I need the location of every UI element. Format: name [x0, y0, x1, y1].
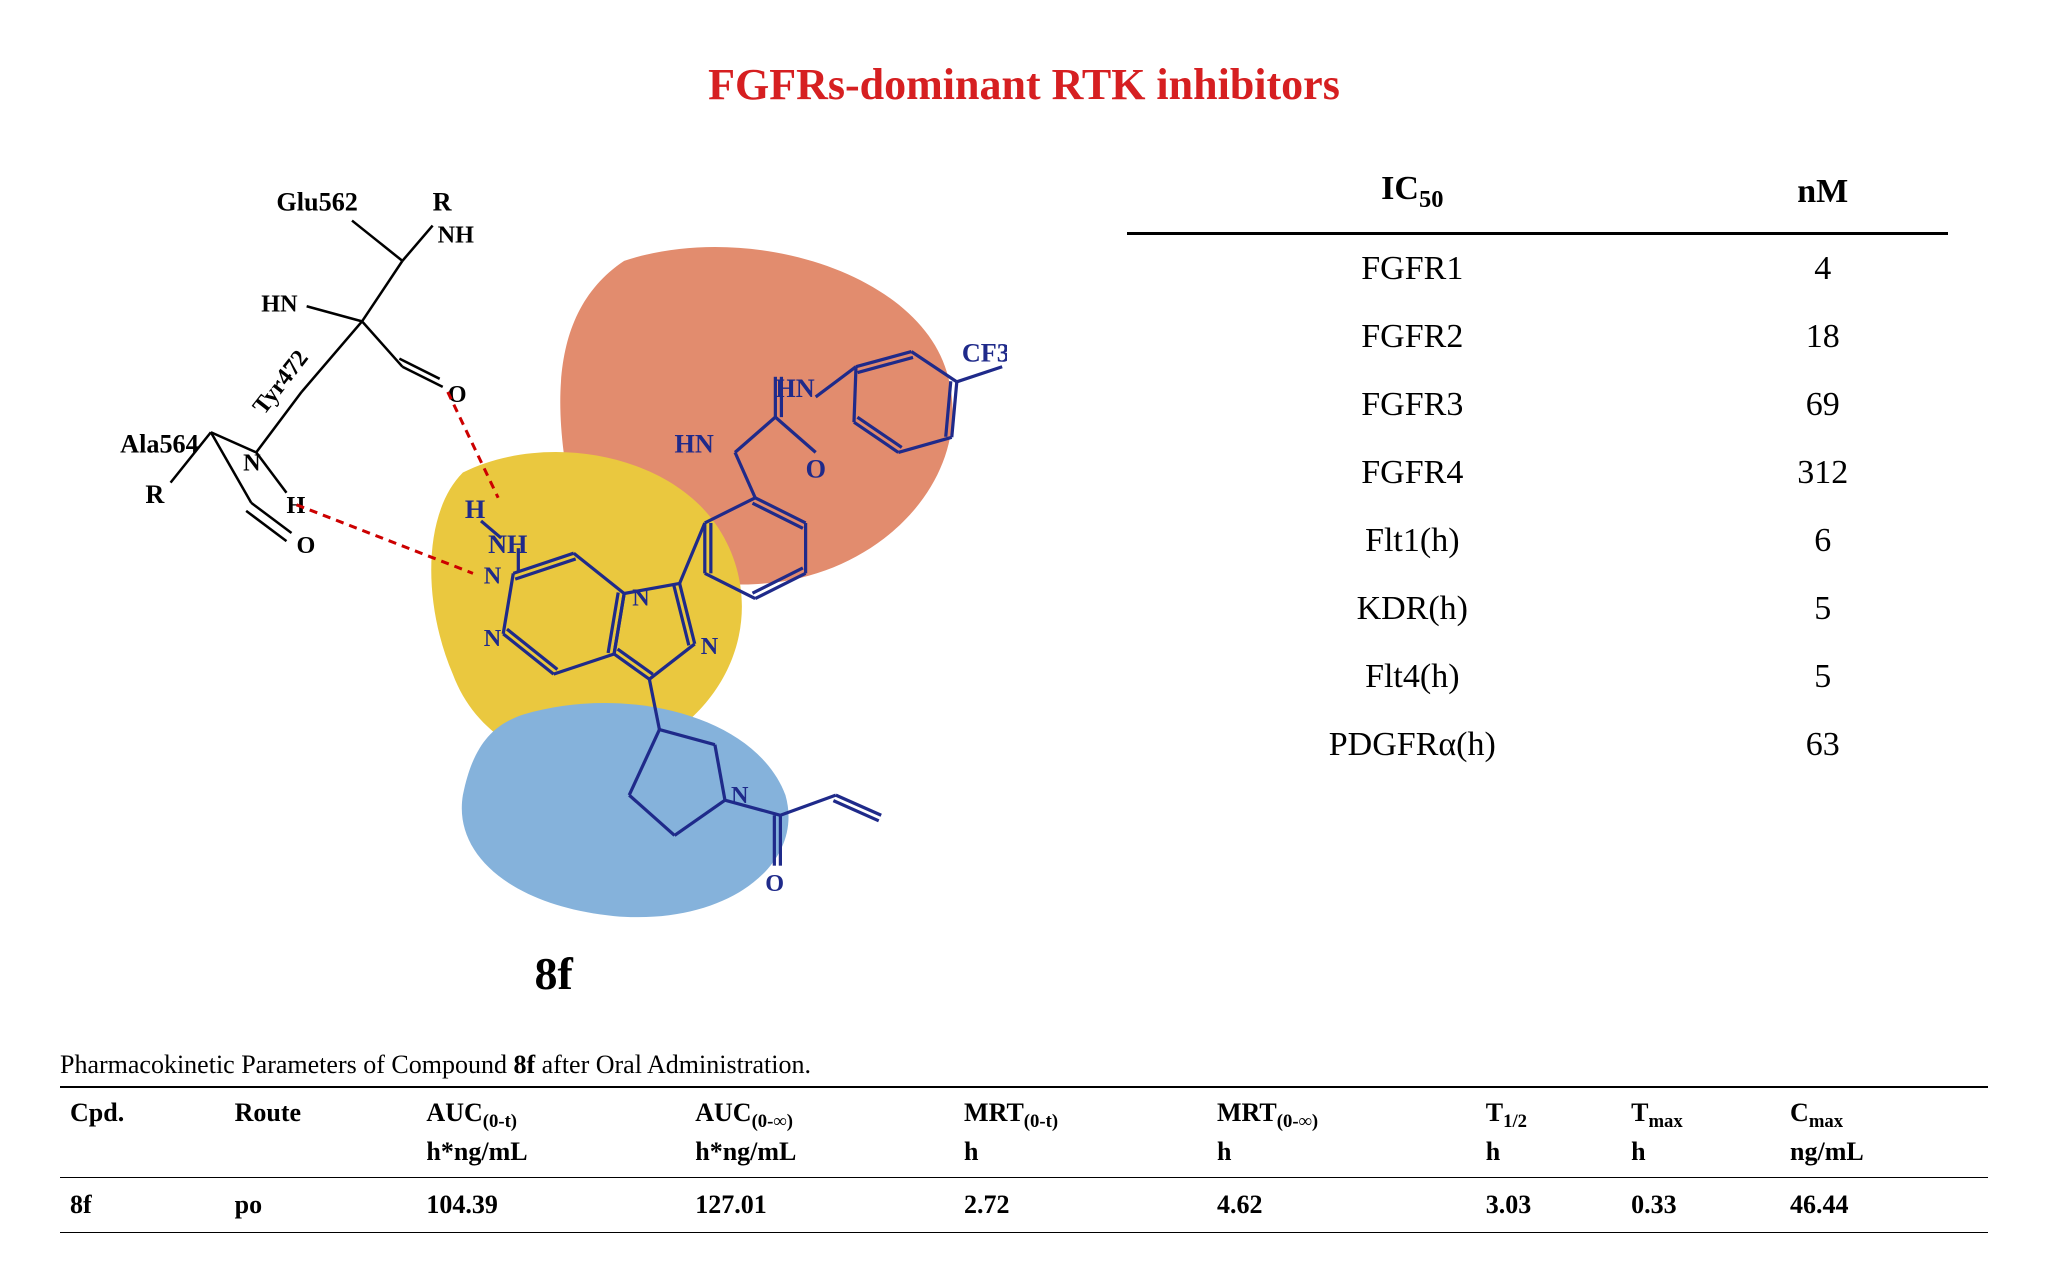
ic50-value: 18: [1697, 303, 1948, 371]
svg-text:N: N: [484, 563, 502, 590]
pk-col-unit: h: [1207, 1135, 1476, 1178]
blob-blue: [462, 703, 789, 917]
pk-cell: 8f: [60, 1177, 225, 1232]
pk-cell: po: [225, 1177, 417, 1232]
ic50-header-right: nM: [1697, 160, 1948, 233]
pk-col-unit: h: [1476, 1135, 1621, 1178]
svg-text:R: R: [433, 188, 453, 217]
ic50-header-left: IC50: [1127, 160, 1697, 233]
ic50-value: 4: [1697, 234, 1948, 304]
svg-text:H: H: [286, 492, 305, 519]
ic50-target: KDR(h): [1127, 575, 1697, 643]
pk-col-unit: [60, 1135, 225, 1178]
svg-text:N: N: [243, 450, 261, 477]
ic50-row: PDGFRα(h)63: [1127, 711, 1948, 779]
svg-text:R: R: [145, 480, 165, 509]
svg-text:NH: NH: [488, 531, 527, 560]
pk-col-header: AUC(0-t): [416, 1087, 685, 1135]
pk-col-unit: ng/mL: [1780, 1135, 1988, 1178]
pk-cell: 104.39: [416, 1177, 685, 1232]
svg-text:H: H: [465, 495, 485, 524]
compound-label: 8f: [534, 947, 572, 1000]
pk-col-header: AUC(0-∞): [685, 1087, 954, 1135]
ic50-row: FGFR4312: [1127, 439, 1948, 507]
pk-table: Cpd.RouteAUC(0-t)AUC(0-∞)MRT(0-t)MRT(0-∞…: [60, 1086, 1988, 1233]
pk-cell: 2.72: [954, 1177, 1207, 1232]
ic50-value: 5: [1697, 575, 1948, 643]
pk-cell: 4.62: [1207, 1177, 1476, 1232]
svg-text:O: O: [765, 870, 784, 897]
structure-diagram: Glu562RNHHNOTyr472Ala564NHROHNHNNNNHNHNO…: [100, 150, 1007, 999]
ic50-row: Flt1(h)6: [1127, 507, 1948, 575]
pk-caption-bold: 8f: [513, 1050, 535, 1079]
ic50-row: KDR(h)5: [1127, 575, 1948, 643]
pk-cell: 3.03: [1476, 1177, 1621, 1232]
svg-text:NH: NH: [438, 222, 474, 249]
svg-text:CF3: CF3: [962, 339, 1007, 368]
svg-text:HN: HN: [675, 430, 714, 459]
ic50-target: FGFR1: [1127, 234, 1697, 304]
pk-caption-prefix: Pharmacokinetic Parameters of Compound: [60, 1050, 513, 1079]
svg-text:N: N: [484, 625, 502, 652]
svg-text:O: O: [806, 455, 826, 484]
ic50-value: 6: [1697, 507, 1948, 575]
ic50-target: PDGFRα(h): [1127, 711, 1697, 779]
ic50-value: 5: [1697, 643, 1948, 711]
ic50-value: 63: [1697, 711, 1948, 779]
ic50-target: FGFR2: [1127, 303, 1697, 371]
ic50-row: FGFR369: [1127, 371, 1948, 439]
ic50-target: Flt1(h): [1127, 507, 1697, 575]
pk-col-header: MRT(0-t): [954, 1087, 1207, 1135]
ic50-value: 312: [1697, 439, 1948, 507]
svg-text:Ala564: Ala564: [120, 430, 199, 459]
svg-text:Tyr472: Tyr472: [247, 345, 313, 420]
pk-col-header: Tmax: [1621, 1087, 1780, 1135]
pk-col-header: MRT(0-∞): [1207, 1087, 1476, 1135]
ic50-row: FGFR218: [1127, 303, 1948, 371]
pk-col-unit: h*ng/mL: [416, 1135, 685, 1178]
svg-text:N: N: [701, 633, 719, 660]
ic50-row: FGFR14: [1127, 234, 1948, 304]
ic50-panel: IC50 nM FGFR14FGFR218FGFR369FGFR4312Flt1…: [1127, 150, 1948, 779]
pk-col-unit: h: [954, 1135, 1207, 1178]
pk-col-header: T1/2: [1476, 1087, 1621, 1135]
pk-col-header: Route: [225, 1087, 417, 1135]
pk-caption-suffix: after Oral Administration.: [535, 1050, 811, 1079]
ic50-target: FGFR4: [1127, 439, 1697, 507]
pk-col-unit: h*ng/mL: [685, 1135, 954, 1178]
svg-text:HN: HN: [261, 291, 298, 318]
pk-col-unit: h: [1621, 1135, 1780, 1178]
pk-col-header: Cmax: [1780, 1087, 1988, 1135]
pk-col-header: Cpd.: [60, 1087, 225, 1135]
page-title: FGFRs-dominant RTK inhibitors: [60, 59, 1988, 110]
ic50-table: IC50 nM FGFR14FGFR218FGFR369FGFR4312Flt1…: [1127, 160, 1948, 779]
upper-panel: Glu562RNHHNOTyr472Ala564NHROHNHNNNNHNHNO…: [60, 150, 1988, 999]
pk-cell: 127.01: [685, 1177, 954, 1232]
ic50-target: Flt4(h): [1127, 643, 1697, 711]
ic50-value: 69: [1697, 371, 1948, 439]
svg-text:O: O: [297, 533, 316, 560]
pk-cell: 0.33: [1621, 1177, 1780, 1232]
pk-cell: 46.44: [1780, 1177, 1988, 1232]
svg-text:Glu562: Glu562: [276, 188, 358, 217]
ic50-row: Flt4(h)5: [1127, 643, 1948, 711]
ic50-target: FGFR3: [1127, 371, 1697, 439]
pk-col-unit: [225, 1135, 417, 1178]
pk-caption: Pharmacokinetic Parameters of Compound 8…: [60, 1050, 1988, 1080]
